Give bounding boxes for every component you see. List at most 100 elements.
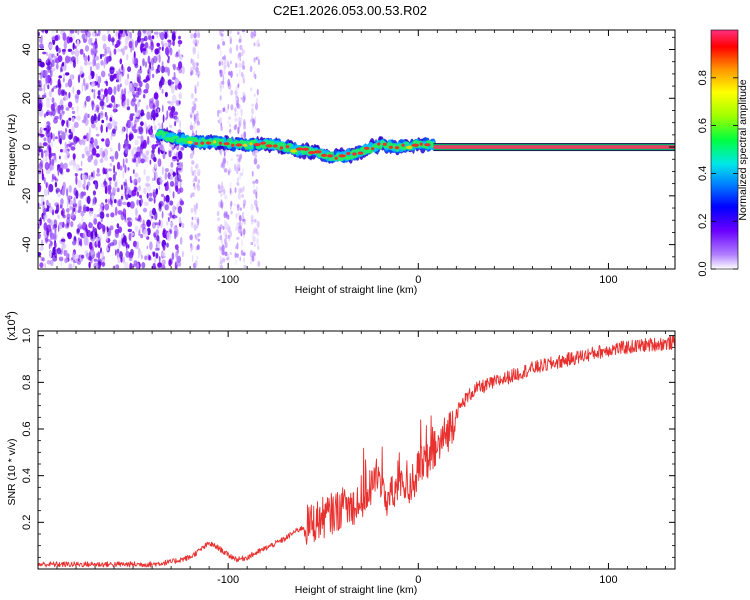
noise-speckle bbox=[217, 236, 221, 240]
noise-speckle bbox=[83, 135, 87, 140]
noise-speckle bbox=[69, 205, 73, 211]
noise-speckle bbox=[235, 213, 238, 219]
noise-speckle bbox=[105, 95, 109, 103]
noise-speckle bbox=[104, 185, 108, 195]
noise-speckle bbox=[82, 77, 86, 87]
spectrogram-heatmap bbox=[38, 30, 675, 269]
noise-speckle bbox=[54, 242, 57, 249]
noise-speckle bbox=[219, 255, 222, 261]
noise-speckle bbox=[140, 198, 143, 205]
noise-speckle bbox=[83, 178, 86, 188]
noise-speckle bbox=[196, 62, 199, 67]
noise-speckle bbox=[78, 221, 82, 226]
noise-speckle bbox=[119, 58, 123, 65]
noise-speckle bbox=[120, 73, 123, 78]
noise-speckle bbox=[227, 256, 230, 264]
noise-speckle bbox=[61, 221, 65, 228]
noise-speckle bbox=[101, 119, 105, 124]
noise-speckle bbox=[226, 160, 229, 166]
noise-speckle bbox=[178, 42, 181, 47]
noise-speckle bbox=[158, 147, 160, 154]
noise-speckle bbox=[86, 119, 89, 125]
noise-speckle bbox=[106, 104, 111, 108]
noise-speckle bbox=[73, 161, 76, 167]
snr-y-tick-label: 0.2 bbox=[21, 515, 33, 530]
noise-speckle bbox=[176, 66, 181, 71]
noise-speckle bbox=[80, 30, 86, 34]
noise-speckle bbox=[113, 86, 117, 95]
noise-speckle bbox=[164, 151, 167, 155]
noise-speckle bbox=[90, 82, 96, 87]
noise-speckle bbox=[164, 91, 168, 98]
noise-speckle bbox=[167, 216, 170, 221]
noise-speckle bbox=[256, 128, 260, 134]
noise-speckle bbox=[148, 45, 153, 50]
carrier-peak bbox=[223, 142, 230, 146]
noise-speckle bbox=[48, 146, 52, 154]
noise-speckle bbox=[120, 257, 123, 263]
noise-speckle bbox=[230, 89, 234, 96]
noise-speckle bbox=[104, 88, 108, 97]
noise-speckle bbox=[194, 209, 198, 215]
noise-speckle bbox=[237, 157, 240, 162]
noise-speckle bbox=[157, 108, 160, 113]
noise-speckle bbox=[79, 65, 84, 75]
noise-speckle bbox=[241, 60, 245, 68]
noise-speckle bbox=[80, 160, 83, 167]
noise-speckle bbox=[217, 183, 220, 190]
noise-speckle bbox=[243, 119, 246, 126]
noise-speckle bbox=[116, 161, 121, 170]
noise-speckle bbox=[39, 246, 44, 251]
noise-speckle bbox=[66, 143, 69, 149]
spectrogram-y-tick-label: 20 bbox=[21, 92, 33, 104]
noise-speckle bbox=[70, 56, 76, 63]
noise-speckle bbox=[254, 199, 258, 207]
noise-speckle bbox=[234, 90, 238, 96]
noise-speckle bbox=[223, 168, 228, 173]
noise-speckle bbox=[236, 102, 239, 109]
noise-speckle bbox=[121, 184, 123, 191]
noise-speckle bbox=[224, 108, 229, 114]
noise-speckle bbox=[160, 65, 165, 74]
noise-speckle bbox=[92, 226, 95, 233]
noise-speckle bbox=[191, 160, 195, 165]
noise-speckle bbox=[117, 199, 121, 207]
noise-speckle bbox=[155, 112, 159, 118]
noise-speckle bbox=[192, 38, 196, 44]
noise-speckle bbox=[91, 172, 94, 177]
carrier-blob bbox=[244, 145, 250, 150]
noise-speckle bbox=[250, 258, 253, 265]
noise-speckle bbox=[196, 182, 200, 190]
noise-speckle bbox=[190, 221, 194, 225]
noise-speckle bbox=[135, 262, 140, 269]
noise-speckle bbox=[90, 50, 95, 56]
noise-speckle bbox=[116, 248, 120, 254]
noise-speckle bbox=[177, 49, 181, 57]
figure-title: C2E1.2026.053.00.53.R02 bbox=[273, 3, 427, 18]
noise-speckle bbox=[149, 241, 153, 251]
noise-speckle bbox=[165, 117, 168, 121]
noise-speckle bbox=[235, 227, 237, 232]
noise-speckle bbox=[38, 82, 41, 87]
noise-speckle bbox=[56, 63, 59, 70]
noise-speckle bbox=[49, 240, 53, 246]
noise-speckle bbox=[194, 61, 197, 67]
noise-speckle bbox=[194, 86, 197, 95]
noise-speckle bbox=[43, 207, 47, 216]
snr-y-tick-label: 0.6 bbox=[21, 421, 33, 436]
noise-speckle bbox=[196, 255, 199, 260]
noise-speckle bbox=[127, 244, 130, 249]
noise-speckle bbox=[176, 172, 179, 176]
noise-speckle bbox=[189, 111, 194, 115]
noise-speckle bbox=[77, 74, 81, 83]
snr-y-tick-label: 1.0 bbox=[21, 328, 33, 343]
noise-speckle bbox=[100, 53, 105, 57]
noise-speckle bbox=[74, 253, 79, 263]
noise-speckle bbox=[134, 139, 139, 146]
noise-speckle bbox=[145, 151, 147, 156]
noise-speckle bbox=[125, 158, 128, 164]
noise-speckle bbox=[140, 115, 143, 121]
noise-speckle bbox=[157, 64, 161, 73]
noise-speckle bbox=[194, 216, 197, 221]
noise-speckle bbox=[238, 187, 242, 194]
